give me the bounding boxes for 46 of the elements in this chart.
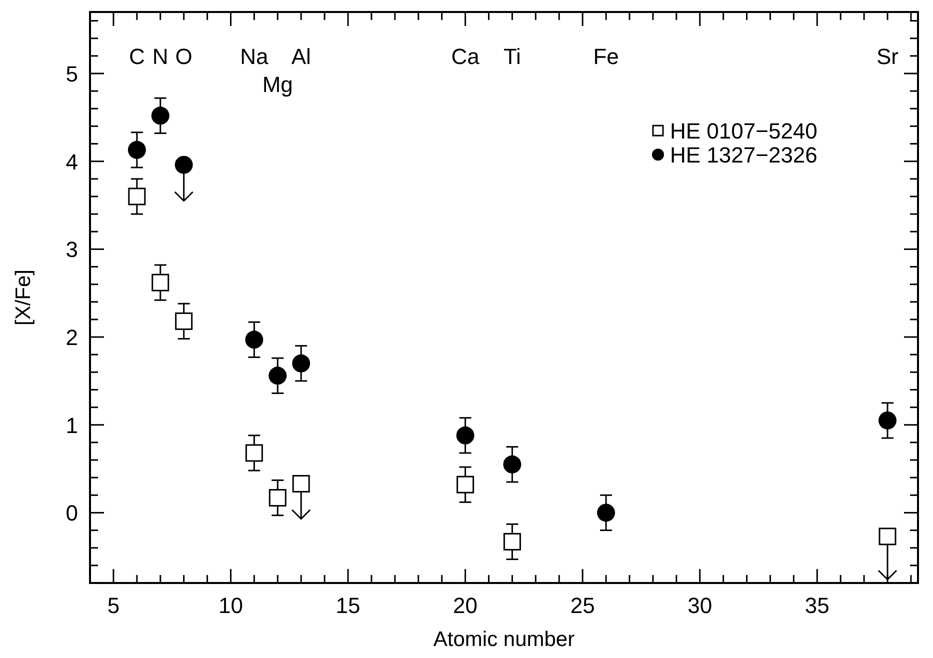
annotation: Mg: [262, 72, 293, 97]
point: [456, 426, 474, 444]
x-tick-label: 5: [107, 593, 120, 618]
annotation: Fe: [593, 44, 619, 69]
annotation: Al: [291, 44, 311, 69]
point: [174, 156, 193, 174]
y-tick-label: 2: [66, 325, 78, 350]
annotation: Ti: [503, 44, 521, 69]
x-tick-label: 30: [688, 593, 712, 618]
x-tick-label: 25: [570, 593, 595, 618]
y-tick-label: 5: [66, 61, 78, 86]
point: [268, 366, 287, 385]
point: [175, 312, 193, 330]
x-axis-title: Atomic number: [433, 628, 575, 651]
point: [245, 444, 263, 462]
annotation: Ca: [451, 44, 480, 69]
annotation: Na: [240, 44, 270, 69]
legend-label: HE 0107−5240: [670, 118, 818, 144]
annotation: O: [175, 44, 192, 69]
annotation: Sr: [876, 44, 899, 69]
x-tick-label: 20: [453, 593, 478, 618]
point: [456, 476, 474, 494]
point: [597, 504, 616, 522]
point: [151, 106, 170, 125]
point: [292, 354, 310, 372]
y-tick-label: 3: [66, 237, 78, 262]
point: [878, 411, 897, 430]
point: [245, 330, 264, 349]
x-tick-label: 35: [804, 593, 830, 618]
point: [268, 489, 286, 507]
y-tick-label: 4: [66, 149, 78, 174]
point: [878, 528, 896, 546]
annotation: N: [152, 44, 168, 69]
point: [128, 188, 146, 206]
point: [503, 455, 522, 474]
annotation: C: [128, 44, 145, 69]
point: [128, 140, 146, 159]
point: [292, 474, 310, 492]
x-tick-label: 10: [218, 593, 243, 618]
legend-label: HE 1327−2326: [670, 142, 818, 168]
point: [503, 532, 521, 550]
point: [152, 274, 170, 292]
y-tick-label: 1: [66, 412, 78, 438]
x-tick-label: 15: [336, 593, 360, 618]
y-tick-label: 0: [66, 500, 78, 526]
y-axis-title: [X/Fe]: [12, 269, 35, 326]
